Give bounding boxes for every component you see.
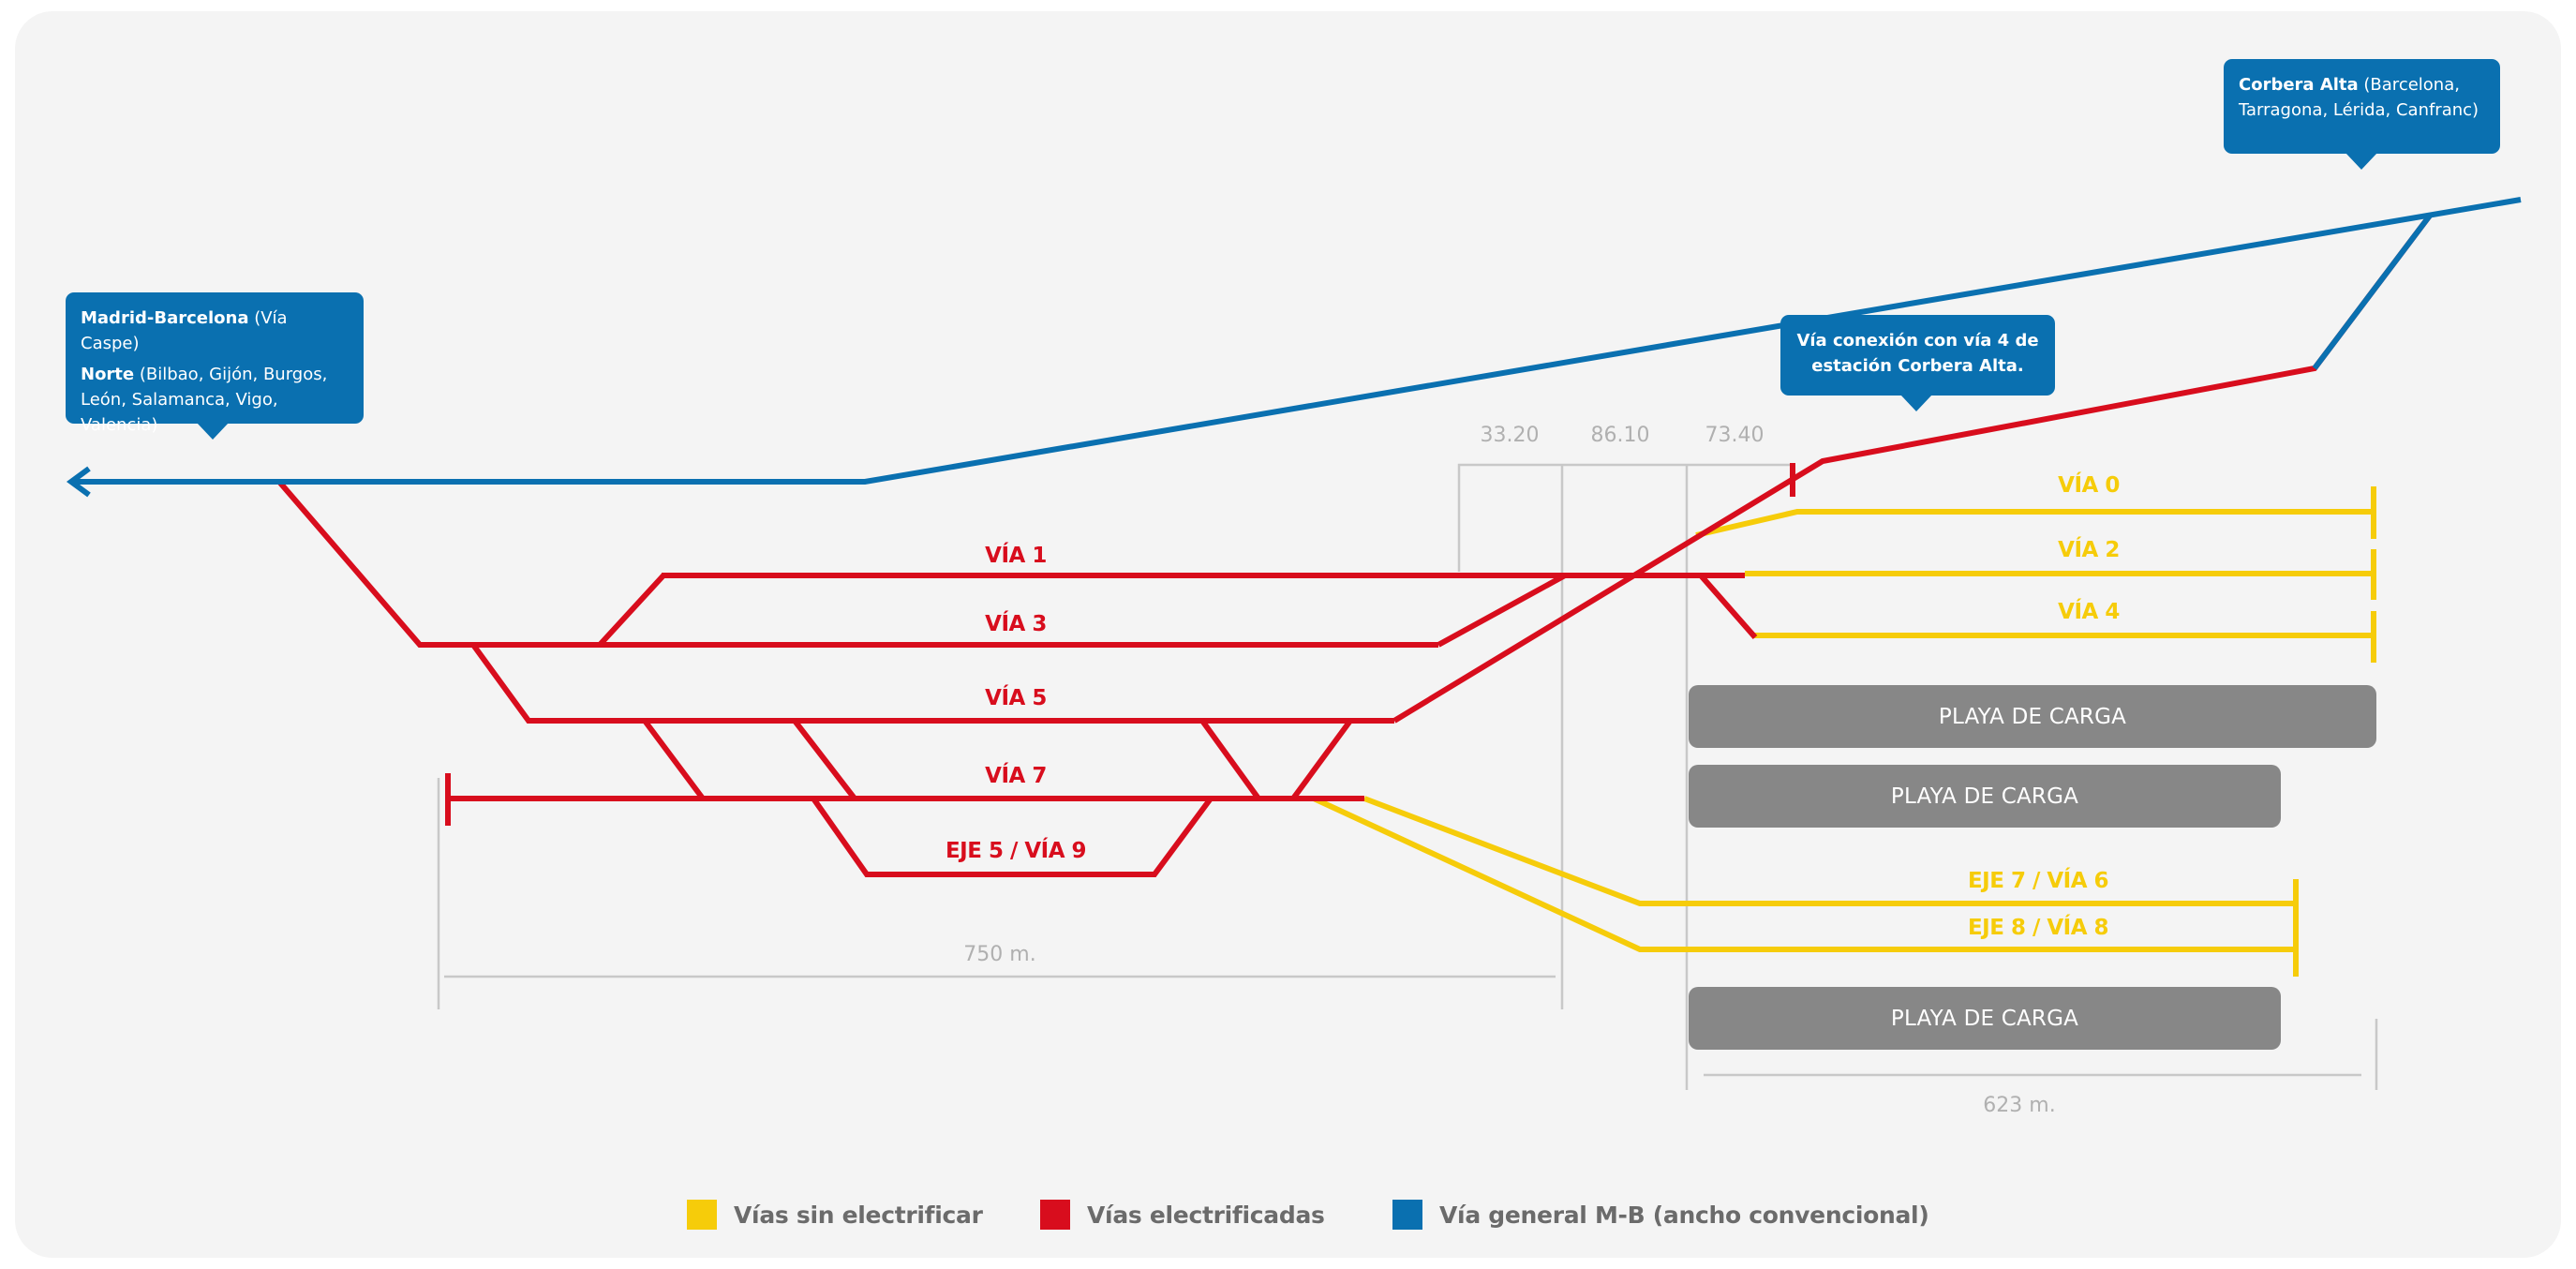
link-57-a xyxy=(642,719,706,800)
callout-conexion: Vía conexión con vía 4 de estación Corbe… xyxy=(1780,315,2055,411)
callout-conexion-text: Vía conexión con vía 4 de estación Corbe… xyxy=(1796,331,2039,376)
dimension-label-86: 86.10 xyxy=(1591,424,1650,447)
track-eje7 xyxy=(1362,796,2296,906)
callout-madrid: Madrid-Barcelona (Vía Caspe) Norte (Bilb… xyxy=(66,292,364,440)
callout-madrid-bold1: Madrid-Barcelona xyxy=(81,308,249,328)
track-via5 xyxy=(470,643,1394,724)
track-general-mb xyxy=(75,197,2522,485)
link-via4 xyxy=(1698,574,1758,639)
label-via0: VÍA 0 xyxy=(2058,471,2120,498)
dimension-label-623: 623 m. xyxy=(1983,1094,2055,1117)
legend-item-yellow: Vías sin electrificar xyxy=(687,1200,983,1230)
dimension-label-33: 33.20 xyxy=(1481,424,1540,447)
link-via1-via3-right xyxy=(1437,573,1567,648)
dimension-label-73: 73.40 xyxy=(1705,424,1764,447)
label-eje7: EJE 7 / VÍA 6 xyxy=(1968,867,2108,893)
label-eje5: EJE 5 / VÍA 9 xyxy=(946,837,1086,863)
callout-pointer xyxy=(197,423,229,440)
legend-swatch-red xyxy=(1040,1200,1070,1230)
track-eje5 xyxy=(811,797,1214,877)
callout-pointer xyxy=(2345,153,2377,170)
link-57-c xyxy=(1199,719,1261,800)
legend-swatch-yellow xyxy=(687,1200,717,1230)
link-57-b xyxy=(792,719,857,800)
track-eje8 xyxy=(1312,796,2296,952)
callout-corbera: Corbera Alta (Barcelona, Tarragona, Léri… xyxy=(2224,59,2500,170)
label-eje8: EJE 8 / VÍA 8 xyxy=(1968,914,2108,940)
callout-pointer xyxy=(1900,395,1932,411)
callout-madrid-rest2: (Bilbao, Gijón, Burgos, León, Salamanca,… xyxy=(81,365,328,435)
legend-item-blue: Vía general M-B (ancho convencional) xyxy=(1392,1200,1929,1230)
playa-de-carga-2: PLAYA DE CARGA xyxy=(1689,765,2281,828)
track-blue-link xyxy=(2312,214,2433,370)
track-connection xyxy=(1392,214,2433,724)
label-via7: VÍA 7 xyxy=(985,762,1047,788)
dimension-lines xyxy=(437,463,2378,1090)
callout-madrid-bold2: Norte xyxy=(81,365,135,384)
track-via0 xyxy=(1695,509,2374,538)
legend-label-yellow: Vías sin electrificar xyxy=(734,1201,983,1229)
legend-label-blue: Vía general M-B (ancho convencional) xyxy=(1439,1201,1929,1229)
callout-madrid-rest1: (Vía Caspe) xyxy=(81,308,288,353)
label-via4: VÍA 4 xyxy=(2058,598,2120,624)
legend-label-red: Vías electrificadas xyxy=(1087,1201,1325,1229)
label-via3: VÍA 3 xyxy=(985,610,1047,636)
legend-item-red: Vías electrificadas xyxy=(1040,1200,1325,1230)
playa-de-carga-3: PLAYA DE CARGA xyxy=(1689,987,2281,1050)
legend-swatch-blue xyxy=(1392,1200,1422,1230)
dimension-bracket-top xyxy=(1457,463,1794,572)
arrow-left-icon xyxy=(66,466,91,498)
callout-corbera-bold: Corbera Alta xyxy=(2239,75,2359,95)
link-via1-via3-left xyxy=(597,573,666,648)
callout-corbera-rest: (Barcelona, Tarragona, Lérida, Canfranc) xyxy=(2239,75,2479,120)
blue-tracks xyxy=(66,197,2522,498)
label-via5: VÍA 5 xyxy=(985,684,1047,710)
label-via1: VÍA 1 xyxy=(985,542,1047,568)
link-57-d xyxy=(1290,719,1353,800)
dimension-label-750: 750 m. xyxy=(963,943,1035,966)
yellow-tracks xyxy=(1312,486,2376,977)
label-via2: VÍA 2 xyxy=(2058,536,2120,562)
playa-de-carga-1: PLAYA DE CARGA xyxy=(1689,685,2376,748)
track-via3 xyxy=(276,480,1438,648)
